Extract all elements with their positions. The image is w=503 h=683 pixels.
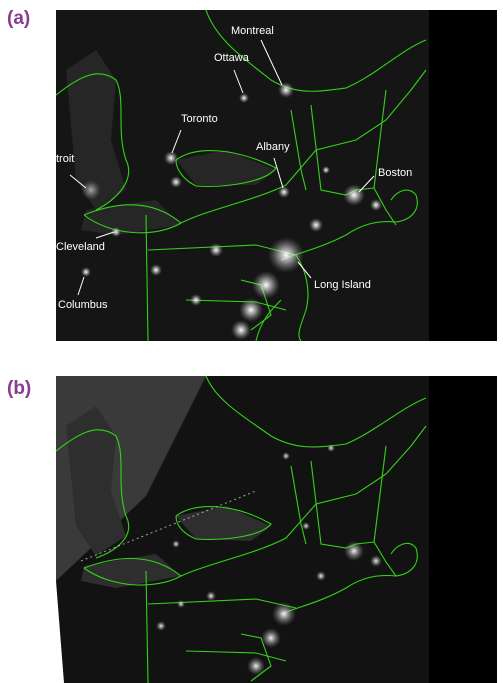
satellite-image-a: Montreal Ottawa Toronto Albany Boston tr… xyxy=(56,10,497,341)
city-label-albany: Albany xyxy=(256,141,290,153)
image-edge xyxy=(56,581,64,683)
satellite-image-b xyxy=(56,376,497,683)
city-label-long-island: Long Island xyxy=(314,279,371,291)
city-label-boston: Boston xyxy=(378,167,412,179)
light-streak xyxy=(80,490,257,562)
city-label-montreal: Montreal xyxy=(231,25,274,37)
city-label-toronto: Toronto xyxy=(181,113,218,125)
annotation-arrows xyxy=(69,39,375,296)
city-label-cleveland: Cleveland xyxy=(56,241,105,253)
border-lines xyxy=(56,376,427,683)
border-lines xyxy=(56,10,427,341)
no-data-strip xyxy=(429,10,497,341)
panel-a-label: (a) xyxy=(7,8,31,29)
panel-b-label: (b) xyxy=(7,378,32,399)
city-lights xyxy=(81,82,382,340)
great-lakes xyxy=(66,50,276,235)
no-data-strip xyxy=(429,376,497,683)
city-label-columbus: Columbus xyxy=(58,299,108,311)
city-label-ottawa: Ottawa xyxy=(214,52,250,64)
city-lights xyxy=(156,444,382,675)
city-label-detroit: troit xyxy=(56,153,74,165)
